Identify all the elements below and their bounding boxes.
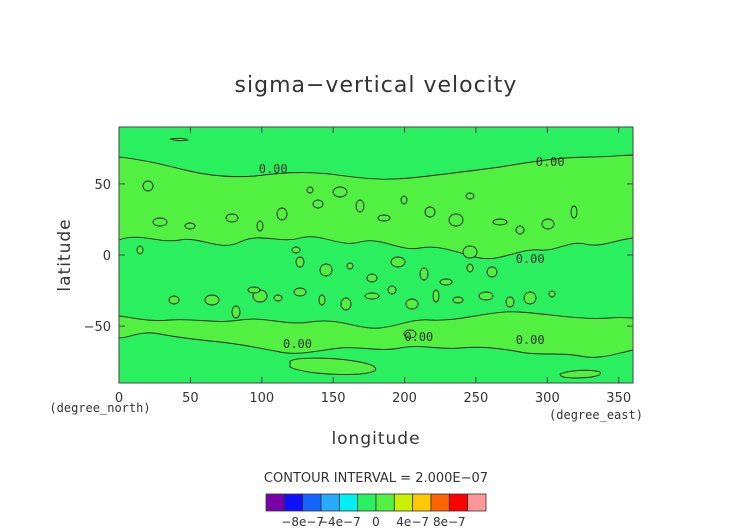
contour-blob: [424, 206, 436, 218]
colorbar-swatch: [393, 493, 414, 512]
contour-blob: [486, 266, 498, 278]
colorbar-swatch: [412, 493, 432, 512]
contour-blob: [465, 192, 475, 200]
contour-blob: [332, 186, 348, 198]
contour-blob: [541, 218, 555, 230]
contour-blob: [273, 294, 283, 302]
contour-blob: [136, 245, 144, 255]
contour-blob: [152, 217, 168, 227]
contour-blob: [256, 220, 264, 232]
colorbar-swatch: [302, 493, 322, 512]
contour-blob: [419, 267, 429, 281]
contour-blob: [312, 199, 324, 209]
contour-label: 0.00: [259, 162, 288, 176]
chart-title: sigma−vertical velocity: [235, 73, 518, 98]
x-tick-label: 200: [392, 391, 417, 406]
contour-label: 0.00: [404, 330, 433, 344]
contour-blob: [142, 180, 154, 192]
colorbar-swatch: [430, 493, 450, 512]
contour-blob: [306, 186, 314, 194]
x-tick-label: 250: [464, 391, 489, 406]
contour-blob: [452, 296, 464, 304]
x-tick-label: 300: [535, 391, 560, 406]
colorbar-swatch: [375, 493, 395, 512]
contour-blob: [570, 205, 578, 219]
colorbar-swatch: [448, 493, 469, 512]
contour-blob: [466, 263, 474, 273]
contour-blob: [523, 291, 537, 305]
y-tick-label: −50: [84, 320, 111, 335]
x-tick-label: 50: [182, 391, 199, 406]
contour-blob: [432, 289, 440, 303]
contour-blob: [319, 263, 333, 277]
contour-blob: [184, 222, 196, 230]
contour-blob: [505, 296, 515, 308]
contour-blob: [366, 273, 378, 283]
contour-blob: [340, 297, 352, 311]
contour-label: 0.00: [536, 155, 565, 169]
y-tick-label: 50: [94, 178, 111, 193]
contour-region: [289, 357, 377, 375]
colorbar-tick-label: 4e−7: [396, 515, 429, 529]
contour-blob: [231, 305, 241, 319]
contour-blob: [548, 290, 556, 298]
colorbar-swatch: [265, 493, 285, 512]
contour-blob: [492, 218, 508, 226]
contour-blob: [295, 256, 305, 268]
contour-label: 0.00: [516, 252, 545, 266]
contour-blob: [387, 285, 397, 295]
contour-blob: [478, 291, 494, 301]
contour-blob: [390, 256, 406, 268]
x-axis-label: longitude: [331, 429, 420, 449]
contour-region: [559, 369, 601, 379]
y-axis-label: latitude: [55, 218, 75, 291]
contour-blob: [462, 245, 478, 259]
x-tick-label: 150: [321, 391, 346, 406]
contour-blob: [403, 329, 417, 339]
contour-region: [169, 137, 190, 142]
contour-blob: [293, 287, 307, 297]
contour-interval-label: CONTOUR INTERVAL = 2.000E−07: [264, 471, 488, 486]
colorbar-swatch: [338, 493, 359, 512]
contour-blob: [364, 292, 380, 300]
x-tick-label: 350: [606, 391, 631, 406]
contour-blob: [439, 278, 453, 286]
colorbar-tick-label: 8e−7: [433, 515, 466, 529]
colorbar-swatch: [283, 493, 304, 512]
contour-label: 0.00: [283, 337, 312, 351]
y-unit-label: (degree_north): [49, 401, 150, 415]
y-tick-label: 0: [103, 249, 111, 264]
contour-blob: [405, 298, 419, 310]
colorbar-tick-label: 0: [372, 515, 380, 529]
contour-blob: [204, 294, 220, 306]
colorbar-swatch: [357, 493, 377, 512]
x-tick-label: 0: [115, 391, 123, 406]
contour-region: [118, 311, 634, 358]
contour-blob: [355, 199, 365, 213]
colorbar-swatch: [467, 493, 487, 512]
colorbar: −8e−7−4e−7 0 4e−7 8e−7: [265, 493, 487, 529]
x-tick-label: 100: [249, 391, 274, 406]
colorbar-tick-label: −4e−7: [318, 515, 361, 529]
contour-blob: [318, 294, 326, 306]
contour-blob: [168, 295, 180, 305]
contour-blob: [377, 214, 391, 222]
contour-label: 0.00: [516, 333, 545, 347]
contour-blob: [346, 262, 354, 270]
contour-blob: [291, 246, 301, 254]
contour-blob: [225, 213, 239, 223]
x-unit-label: (degree_east): [549, 408, 643, 422]
contour-blob: [276, 207, 288, 221]
colorbar-swatch: [320, 493, 340, 512]
contour-blob: [515, 225, 525, 235]
plot-area: 0.00 0.00 0.00 0.00 0.00 0.00: [118, 126, 634, 384]
contour-region: [118, 154, 634, 260]
colorbar-tick-label: −8e−7: [281, 515, 324, 529]
contour-blob: [247, 286, 261, 294]
contour-blob: [448, 213, 464, 227]
contour-blob: [400, 195, 408, 205]
